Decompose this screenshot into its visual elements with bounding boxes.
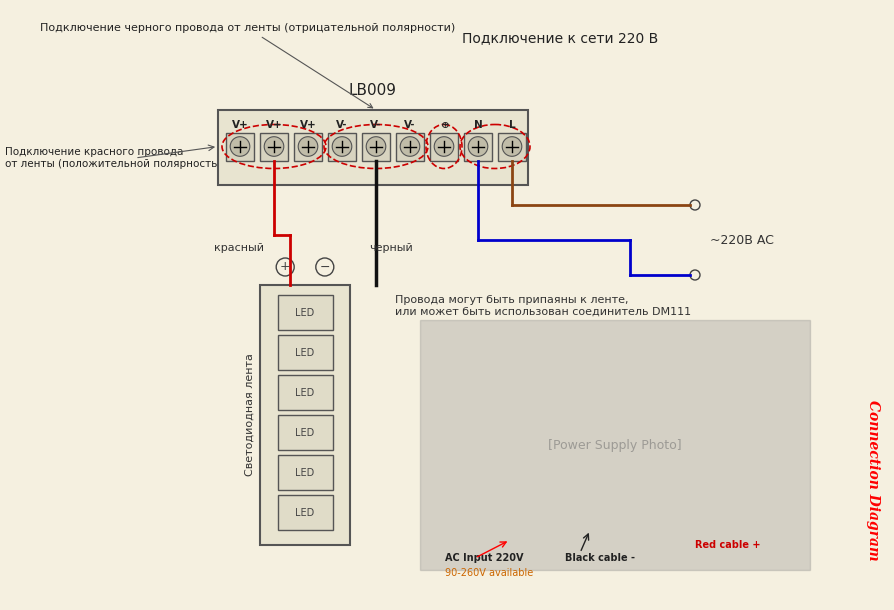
Bar bbox=[277, 295, 333, 330]
Text: ⊕: ⊕ bbox=[440, 120, 449, 129]
Text: V+: V+ bbox=[266, 120, 283, 129]
Text: L: L bbox=[509, 120, 515, 129]
Bar bbox=[464, 132, 492, 160]
Bar bbox=[260, 132, 288, 160]
Text: Red cable +: Red cable + bbox=[695, 540, 761, 550]
Text: V+: V+ bbox=[232, 120, 249, 129]
Circle shape bbox=[468, 137, 488, 156]
Bar bbox=[396, 132, 424, 160]
Bar bbox=[277, 415, 333, 450]
Circle shape bbox=[367, 137, 386, 156]
Circle shape bbox=[333, 137, 352, 156]
Bar bbox=[260, 285, 350, 545]
Text: черный: черный bbox=[369, 243, 413, 253]
Circle shape bbox=[401, 137, 420, 156]
Text: LED: LED bbox=[295, 307, 315, 317]
Text: Подключение черного провода от ленты (отрицательной полярности): Подключение черного провода от ленты (от… bbox=[40, 23, 455, 108]
Circle shape bbox=[434, 137, 454, 156]
Bar bbox=[277, 375, 333, 410]
Text: −: − bbox=[319, 260, 330, 273]
Bar bbox=[218, 110, 528, 185]
Text: V-: V- bbox=[336, 120, 348, 129]
Text: Подключение к сети 220 В: Подключение к сети 220 В bbox=[462, 31, 658, 45]
Text: V+: V+ bbox=[299, 120, 316, 129]
Text: LED: LED bbox=[295, 467, 315, 478]
Text: V-: V- bbox=[404, 120, 416, 129]
Text: Connection Diagram: Connection Diagram bbox=[866, 400, 880, 561]
Circle shape bbox=[502, 137, 522, 156]
Bar bbox=[362, 132, 390, 160]
Circle shape bbox=[230, 137, 249, 156]
Bar bbox=[328, 132, 356, 160]
Circle shape bbox=[299, 137, 317, 156]
Text: Black cable -: Black cable - bbox=[565, 553, 635, 563]
Text: LED: LED bbox=[295, 387, 315, 398]
Bar bbox=[430, 132, 458, 160]
Bar bbox=[294, 132, 322, 160]
Bar bbox=[277, 495, 333, 530]
Text: [Power Supply Photo]: [Power Supply Photo] bbox=[548, 439, 682, 451]
Text: LED: LED bbox=[295, 508, 315, 517]
Text: LED: LED bbox=[295, 428, 315, 437]
Text: LED: LED bbox=[295, 348, 315, 357]
Text: N: N bbox=[474, 120, 483, 129]
Circle shape bbox=[265, 137, 283, 156]
Text: LB009: LB009 bbox=[349, 83, 397, 98]
Bar bbox=[498, 132, 526, 160]
Text: Провода могут быть припаяны к ленте,
или может быть использован соединитель DM11: Провода могут быть припаяны к ленте, или… bbox=[395, 295, 691, 317]
Text: +: + bbox=[280, 260, 291, 273]
Bar bbox=[420, 320, 810, 570]
Bar bbox=[277, 455, 333, 490]
Text: ~220В AC: ~220В AC bbox=[710, 234, 774, 246]
Bar bbox=[226, 132, 254, 160]
Text: Светодиодная лента: Светодиодная лента bbox=[245, 354, 255, 476]
Text: Подключение красного провода
от ленты (положительной полярность: Подключение красного провода от ленты (п… bbox=[5, 147, 217, 169]
Text: 90-260V available: 90-260V available bbox=[445, 568, 533, 578]
Text: AC Input 220V: AC Input 220V bbox=[445, 553, 524, 563]
Bar bbox=[277, 335, 333, 370]
Text: красный: красный bbox=[214, 243, 264, 253]
Text: V-: V- bbox=[370, 120, 382, 129]
